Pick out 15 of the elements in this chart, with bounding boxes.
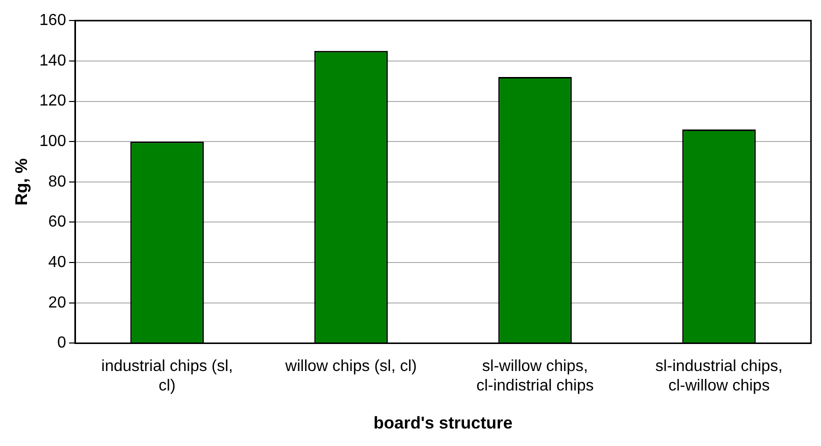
y-tick-label: 80 (48, 173, 66, 190)
y-tick-label: 0 (57, 334, 66, 352)
y-tick-label: 60 (48, 214, 66, 231)
x-axis-title: board's structure (373, 413, 513, 432)
y-tick-label: 100 (39, 132, 66, 150)
x-tick-label: willow chips (sl, cl) (284, 358, 417, 376)
y-tick-label: 40 (48, 254, 66, 271)
y-tick-label: 140 (39, 52, 66, 70)
x-tick-label: industrial chips (sl, cl) (101, 358, 233, 394)
x-tick-label: sl-industrial chips, cl-willow chips (655, 358, 783, 394)
y-tick-label: 20 (48, 294, 66, 312)
y-tick-label: 160 (39, 12, 66, 30)
y-tick-label: 120 (39, 92, 66, 110)
y-axis-title: Rg, % (12, 158, 31, 206)
x-tick-label: sl-willow chips, cl-indistrial chips (476, 358, 594, 394)
